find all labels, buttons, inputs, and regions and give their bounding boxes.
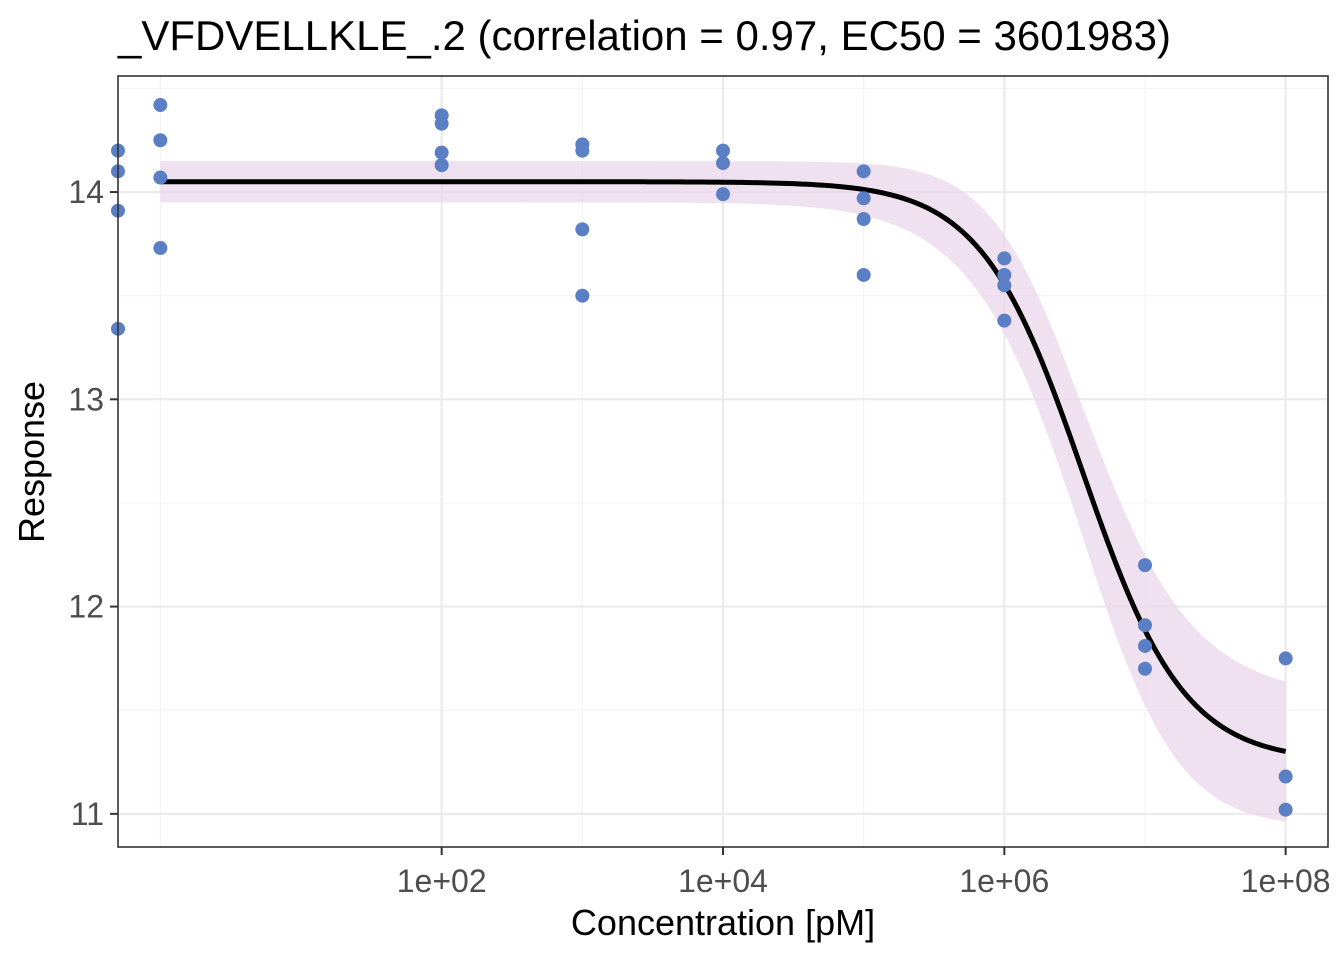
data-point [1278,802,1293,817]
x-tick-label: 1e+06 [959,863,1049,899]
data-point [997,251,1012,266]
data-point [153,170,168,185]
y-tick-label: 14 [68,174,104,210]
y-axis-title: Response [11,381,52,543]
y-tick-label: 13 [68,381,104,417]
fit-curve-line [160,179,1287,754]
data-point [1137,638,1152,653]
y-tick-label: 11 [71,796,104,832]
data-point [997,313,1012,328]
data-point [575,222,590,237]
data-point [434,158,449,173]
x-tick-label: 1e+08 [1241,863,1331,899]
data-point [856,267,871,282]
data-point [1278,769,1293,784]
data-point [716,187,730,202]
data-point [434,145,449,160]
fit-curve [160,179,1287,754]
data-point [997,278,1012,293]
data-point [1137,661,1152,676]
data-point [856,164,871,179]
data-point [856,212,871,227]
data-points [111,98,1293,817]
data-point [1137,618,1152,633]
data-point [716,156,730,171]
data-point [434,116,449,131]
data-point [1137,558,1152,573]
chart-title: _VFDVELLKLE_.2 (correlation = 0.97, EC50… [117,12,1171,59]
y-tick-label: 12 [68,589,104,625]
data-point [575,143,590,158]
x-axis-title: Concentration [pM] [571,902,875,943]
data-point [153,133,168,148]
data-point [153,98,168,113]
data-point [856,191,871,206]
data-point [153,241,168,256]
axes: 1e+02 1e+04 1e+06 1e+08 11 12 13 14 [68,174,1330,899]
data-point [997,267,1012,282]
x-tick-label: 1e+04 [678,863,768,899]
x-tick-label: 1e+02 [397,863,487,899]
data-point [1278,651,1293,666]
data-point [716,143,730,158]
data-point [575,288,590,303]
